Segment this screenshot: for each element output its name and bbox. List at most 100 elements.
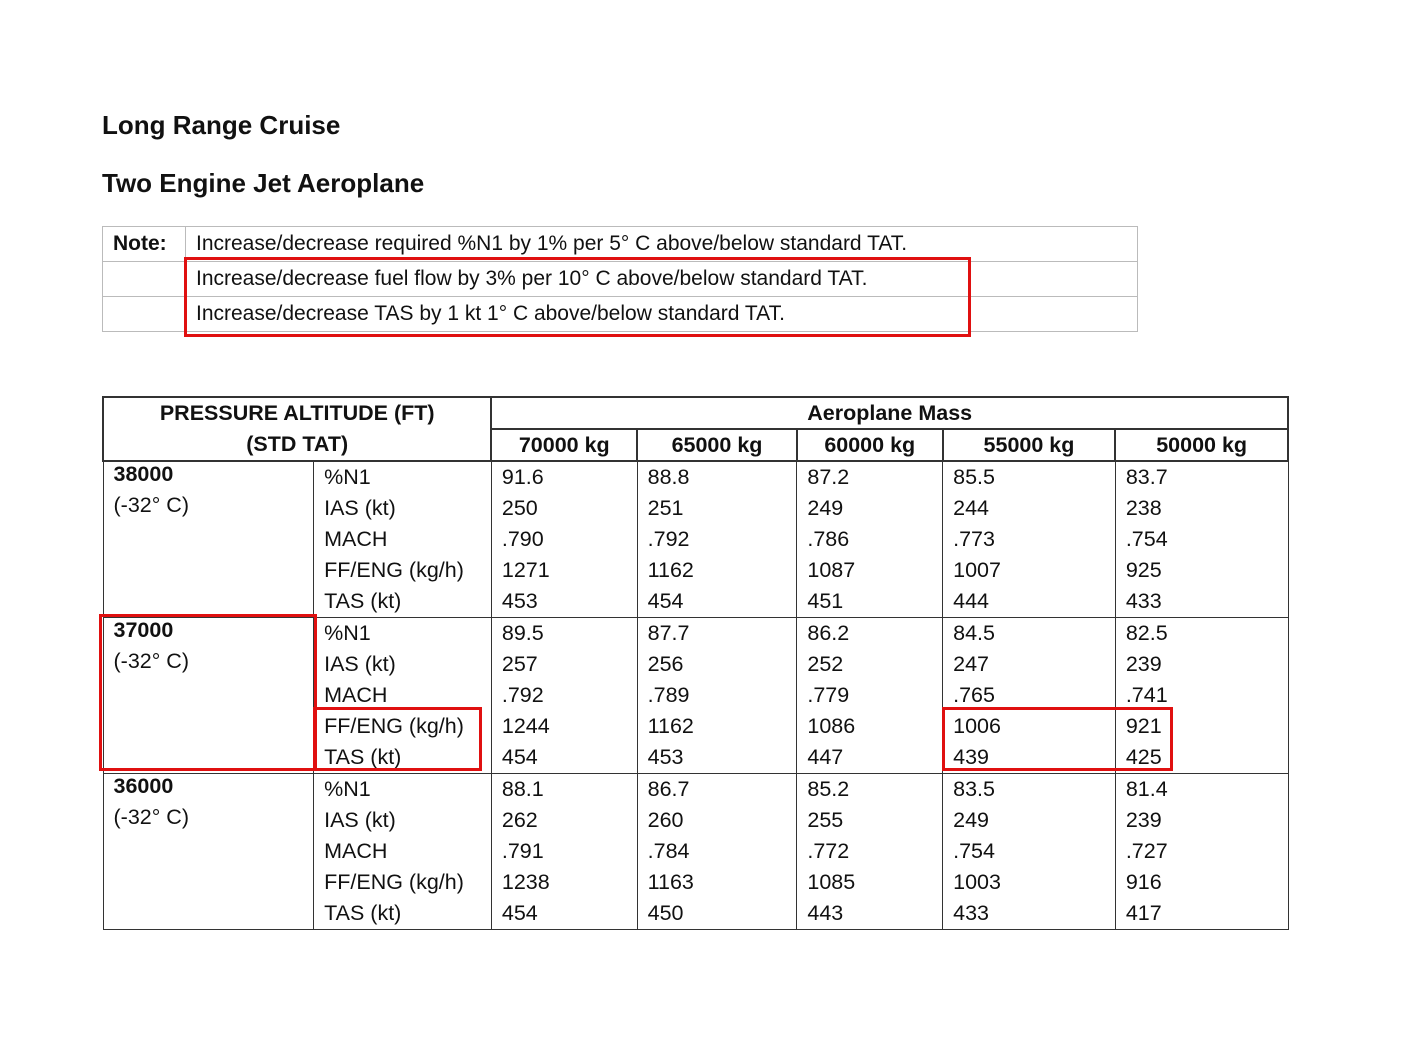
empty-cell (102, 836, 315, 867)
parameter-cell: %N1 (313, 617, 492, 649)
value-cell: 239 (1114, 805, 1289, 836)
highlight-ff-tas-values-box (942, 707, 1173, 771)
value-cell: 86.2 (796, 617, 944, 649)
value-cell: 84.5 (942, 617, 1116, 649)
parameter-cell: MACH (313, 680, 492, 711)
value-cell: 1086 (796, 711, 944, 742)
notes-table: Note: Increase/decrease required %N1 by … (102, 226, 1138, 332)
parameter-cell: IAS (kt) (313, 805, 492, 836)
parameter-cell: FF/ENG (kg/h) (313, 711, 492, 742)
parameter-cell: %N1 (313, 460, 492, 493)
std-temp-cell: (-32° C) (102, 493, 315, 524)
table-row: 36000 %N1 88.1 86.7 85.2 83.5 81.4 (102, 773, 1289, 805)
value-cell: .792 (636, 524, 798, 555)
empty-cell (102, 586, 315, 618)
value-cell: .741 (1114, 680, 1289, 711)
value-cell: 453 (636, 742, 798, 774)
altitude-cell: 38000 (102, 460, 315, 493)
parameter-cell: IAS (kt) (313, 493, 492, 524)
value-cell: 257 (490, 649, 638, 680)
empty-cell (102, 867, 315, 898)
table-row: TAS (kt) 453 454 451 444 433 (102, 586, 1289, 618)
header-std-tat: (STD TAT) (101, 429, 493, 462)
value-cell: 247 (942, 649, 1116, 680)
note-label: Note: (102, 226, 186, 262)
table-row: FF/ENG (kg/h) 1238 1163 1085 1003 916 (102, 867, 1289, 898)
value-cell: 443 (796, 898, 944, 930)
parameter-cell: FF/ENG (kg/h) (313, 867, 492, 898)
value-cell: 1163 (636, 867, 798, 898)
value-cell: 83.5 (942, 773, 1116, 805)
value-cell: 451 (796, 586, 944, 618)
note-line-3: Increase/decrease TAS by 1 kt 1° C above… (185, 296, 1138, 332)
value-cell: 417 (1114, 898, 1289, 930)
value-cell: .779 (796, 680, 944, 711)
std-temp-cell: (-32° C) (102, 649, 315, 680)
value-cell: 91.6 (490, 460, 638, 493)
value-cell: 251 (636, 493, 798, 524)
value-cell: .765 (942, 680, 1116, 711)
value-cell: 433 (942, 898, 1116, 930)
empty-cell (102, 898, 315, 930)
value-cell: 1162 (636, 711, 798, 742)
value-cell: 239 (1114, 649, 1289, 680)
value-cell: 454 (490, 742, 638, 774)
value-cell: 1085 (796, 867, 944, 898)
value-cell: 1271 (490, 555, 638, 586)
value-cell: .792 (490, 680, 638, 711)
value-cell: 1087 (796, 555, 944, 586)
value-cell: 252 (796, 649, 944, 680)
value-cell: 238 (1114, 493, 1289, 524)
value-cell: 453 (490, 586, 638, 618)
value-cell: 433 (1114, 586, 1289, 618)
value-cell: 444 (942, 586, 1116, 618)
value-cell: 87.2 (796, 460, 944, 493)
value-cell: 250 (490, 493, 638, 524)
value-cell: .772 (796, 836, 944, 867)
note-row: Note: Increase/decrease required %N1 by … (102, 226, 1138, 262)
value-cell: 925 (1114, 555, 1289, 586)
page-title: Long Range Cruise (102, 110, 341, 140)
table-row: TAS (kt) 454 450 443 433 417 (102, 898, 1289, 930)
value-cell: 249 (942, 805, 1116, 836)
performance-table: PRESSURE ALTITUDE (FT) Aeroplane Mass (S… (101, 396, 1289, 930)
parameter-cell: TAS (kt) (313, 898, 492, 930)
parameter-cell: TAS (kt) (313, 586, 492, 618)
value-cell: 1007 (942, 555, 1116, 586)
value-cell: 916 (1114, 867, 1289, 898)
empty-cell (102, 711, 315, 742)
header-aeroplane-mass: Aeroplane Mass (490, 396, 1289, 430)
table-row: FF/ENG (kg/h) 1271 1162 1087 1007 925 (102, 555, 1289, 586)
value-cell: .791 (490, 836, 638, 867)
value-cell: .754 (942, 836, 1116, 867)
parameter-cell: %N1 (313, 773, 492, 805)
mass-col-header: 70000 kg (490, 428, 639, 462)
value-cell: 447 (796, 742, 944, 774)
table-row: MACH .792.789.779.765.741 (102, 680, 1289, 711)
mass-col-header: 65000 kg (636, 428, 798, 462)
value-cell: .754 (1114, 524, 1289, 555)
table-row: (-32° C) IAS (kt) 250 251 249 244 238 (102, 493, 1289, 524)
value-cell: 256 (636, 649, 798, 680)
value-cell: 249 (796, 493, 944, 524)
value-cell: 921 (1114, 711, 1289, 742)
table-row: (-32° C) IAS (kt) 257 256 252 247 239 (102, 649, 1289, 680)
table-row: 38000 %N1 91.6 88.8 87.2 85.5 83.7 (102, 460, 1289, 493)
empty-cell (102, 680, 315, 711)
value-cell: .790 (490, 524, 638, 555)
note-label-empty (102, 261, 186, 297)
value-cell: 1162 (636, 555, 798, 586)
empty-cell (102, 524, 315, 555)
header-pressure-altitude: PRESSURE ALTITUDE (FT) (101, 396, 493, 429)
parameter-cell: FF/ENG (kg/h) (313, 555, 492, 586)
value-cell: 1006 (942, 711, 1116, 742)
value-cell: 88.1 (490, 773, 638, 805)
value-cell: .784 (636, 836, 798, 867)
note-line-1: Increase/decrease required %N1 by 1% per… (185, 226, 1138, 262)
value-cell: 262 (490, 805, 638, 836)
highlight-notes-box (184, 257, 971, 337)
value-cell: .786 (796, 524, 944, 555)
value-cell: .773 (942, 524, 1116, 555)
highlight-altitude-37000-box (99, 614, 317, 771)
value-cell: 1003 (942, 867, 1116, 898)
